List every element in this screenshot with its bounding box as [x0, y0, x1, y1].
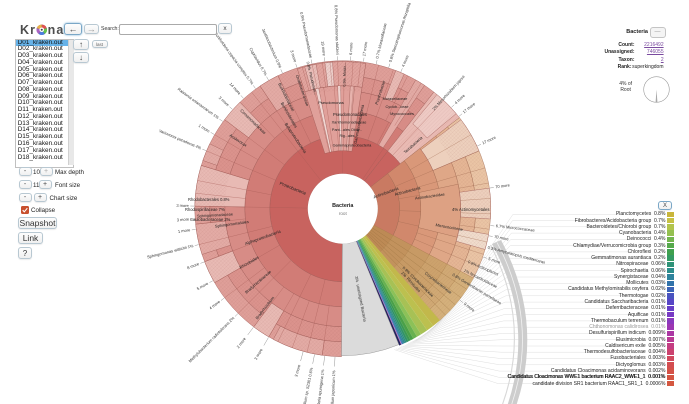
svg-text:Ralstonia solanacearum 1%: Ralstonia solanacearum 1% — [177, 87, 221, 121]
svg-text:Sphingomonadaceae: Sphingomonadaceae — [197, 212, 233, 218]
svg-text:6 more: 6 more — [348, 42, 354, 55]
svg-text:3 more: 3 more — [177, 216, 191, 222]
svg-text:Rhodobacterales 0.8%: Rhodobacterales 0.8% — [188, 197, 230, 202]
svg-text:17 more: 17 more — [481, 134, 497, 145]
svg-text:Methylobacterium radiotolerans: Methylobacterium radiotolerans 2% — [187, 315, 235, 363]
svg-text:0.8% Pseudomonas stutzeri: 0.8% Pseudomonas stutzeri — [334, 5, 341, 55]
svg-text:Rhodospirillaceae 7%: Rhodospirillaceae 7% — [185, 207, 225, 212]
svg-text:0.7% Moraxellaceae: 0.7% Moraxellaceae — [375, 22, 388, 59]
svg-text:Variovorax paradoxus 4%: Variovorax paradoxus 4% — [158, 128, 202, 151]
svg-text:Cupriavidus 0.7%: Cupriavidus 0.7% — [248, 47, 268, 77]
svg-text:19 more: 19 more — [320, 41, 327, 57]
svg-text:4 more: 4 more — [453, 93, 466, 106]
svg-text:70 more: 70 more — [495, 182, 511, 189]
svg-text:root: root — [339, 211, 348, 216]
svg-text:Pseudomonas: Pseudomonas — [318, 100, 344, 105]
svg-text:1 more: 1 more — [198, 123, 212, 134]
svg-text:17 more: 17 more — [361, 40, 368, 56]
svg-text:Sphingomonas wittichii 1%: Sphingomonas wittichii 1% — [147, 243, 195, 259]
svg-text:3 more: 3 more — [253, 347, 264, 361]
svg-text:Burkholderia cepacia complex: Burkholderia cepacia complex 0.7% — [213, 31, 255, 86]
svg-text:Actinobacteria: Actinobacteria — [394, 185, 422, 197]
svg-text:0.6% Stenotrophomonas rhizoph: 0.6% Stenotrophomonas rhizophila — [388, 1, 412, 62]
svg-text:4% Actinomycetales: 4% Actinomycetales — [452, 207, 489, 212]
svg-text:Actinobacteridae: Actinobacteridae — [415, 191, 446, 200]
svg-text:14 more: 14 more — [228, 81, 242, 96]
svg-text:Myxococcales: Myxococcales — [390, 112, 414, 116]
svg-text:Bacteria: Bacteria — [332, 203, 354, 209]
svg-text:0.9% Pseudomonadaceae: 0.9% Pseudomonadaceae — [299, 12, 314, 60]
svg-text:5 more: 5 more — [488, 256, 502, 265]
svg-text:4 more: 4 more — [400, 54, 410, 68]
svg-text:Bartozillum japonicum 1%: Bartozillum japonicum 1% — [329, 370, 336, 404]
svg-text:3 more: 3 more — [293, 363, 301, 377]
svg-text:Caulobacteraceae 2%: Caulobacteraceae 2% — [190, 217, 231, 222]
svg-text:5 more: 5 more — [196, 280, 210, 291]
svg-text:Cyclob...ceae: Cyclob...ceae — [385, 105, 408, 109]
svg-text:Nodularia spumigena 1%: Nodularia spumigena 1% — [315, 369, 325, 404]
svg-text:9 more: 9 more — [463, 301, 476, 313]
svg-text:70 more: 70 more — [494, 234, 510, 242]
svg-text:4 more: 4 more — [208, 299, 222, 311]
svg-text:Pant...ales Okta...: Pant...ales Okta... — [332, 128, 362, 132]
svg-text:0.8% Pseudomon...: 0.8% Pseudomon... — [306, 61, 318, 95]
svg-text:3 more: 3 more — [289, 49, 298, 63]
svg-text:0.5% Morax...: 0.5% Morax... — [343, 63, 347, 87]
svg-text:Rig...ales: Rig...ales — [340, 134, 355, 138]
svg-text:Pseudomonadales: Pseudomonadales — [333, 112, 367, 117]
svg-text:Janthinobacterium 0.9%: Janthinobacterium 0.9% — [261, 28, 283, 70]
svg-text:2 more: 2 more — [235, 336, 247, 350]
svg-text:6.7% Micrococcaceae: 6.7% Micrococcaceae — [496, 223, 536, 232]
svg-text:8 more: 8 more — [186, 261, 200, 270]
svg-text:Micrococcineae: Micrococcineae — [435, 222, 464, 232]
svg-text:Xanthomonadaceae: Xanthomonadaceae — [332, 120, 367, 125]
svg-text:Sphingomonadales: Sphingomonadales — [215, 219, 250, 229]
svg-text:1 more: 1 more — [178, 227, 192, 234]
svg-text:3 more: 3 more — [218, 95, 231, 108]
svg-text:Gammaproteobacteria: Gammaproteobacteria — [333, 143, 373, 148]
svg-text:Moraxellaceae: Moraxellaceae — [383, 97, 408, 101]
svg-text:17 more: 17 more — [461, 101, 476, 115]
svg-text:pRhodium sp. S2301 0.6%: pRhodium sp. S2301 0.6% — [300, 367, 314, 404]
svg-text:3 more: 3 more — [176, 203, 189, 208]
